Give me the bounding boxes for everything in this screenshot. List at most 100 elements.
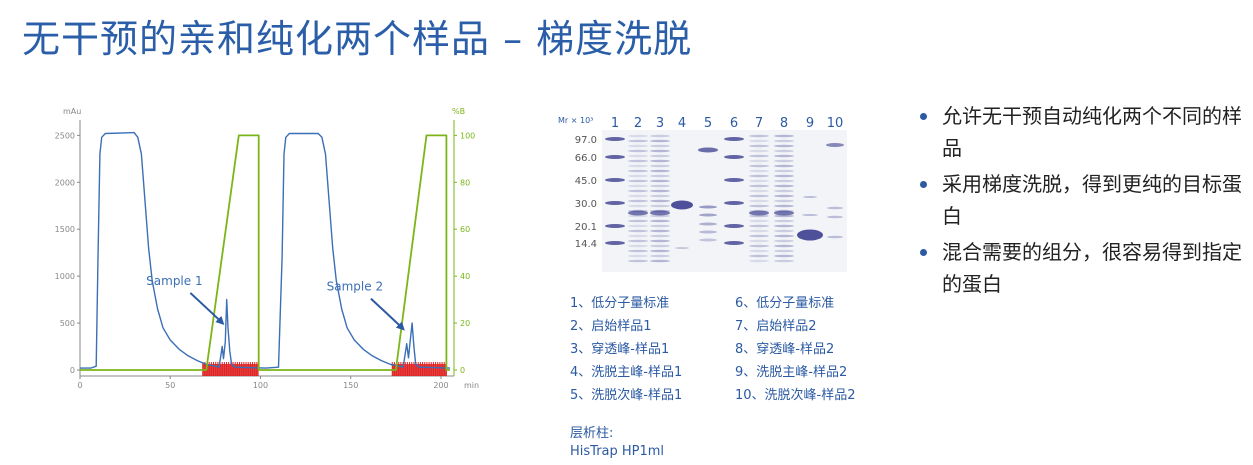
gel-lane-label: 9	[806, 116, 814, 131]
bullet-dot-icon	[920, 249, 927, 256]
gel-band	[628, 210, 648, 216]
gel-band	[650, 179, 670, 183]
gel-band	[605, 155, 625, 159]
gel-lane-label: 1	[611, 116, 619, 131]
gel-band	[671, 200, 693, 210]
gel-band	[628, 154, 648, 158]
gel-marker-label: 45.0	[575, 176, 597, 187]
gel-band	[774, 234, 794, 238]
x-tick-label: 100	[253, 381, 268, 390]
bullet-item: 允许无干预自动纯化两个不同的样品	[918, 100, 1248, 164]
gel-band	[774, 194, 794, 198]
gel-band	[774, 154, 794, 158]
gel-marker-label: 20.1	[575, 222, 597, 233]
gel-band	[749, 259, 769, 263]
gel-band	[827, 215, 843, 219]
gel-band	[650, 254, 670, 258]
y-left-tick-label: 500	[60, 319, 75, 328]
gel-band	[650, 144, 670, 148]
gel-band	[699, 205, 717, 209]
y-right-tick-label: 80	[460, 178, 470, 187]
y-left-tick-label: 2500	[55, 131, 75, 140]
gel-background	[602, 130, 847, 272]
gel-band	[650, 249, 670, 253]
gel-band	[628, 134, 648, 138]
gel-band	[699, 222, 717, 226]
gel-band	[749, 219, 769, 223]
gel-band	[628, 144, 648, 148]
gel-band	[749, 244, 769, 248]
gel-band	[628, 169, 648, 173]
chromatogram-chart: mAu %Bmin05001000150020002500020406080100…	[55, 107, 479, 390]
gel-lane-label: 2	[634, 116, 642, 131]
gel-band	[628, 174, 648, 178]
gel-band	[675, 247, 689, 249]
y-left-tick-label: 0	[70, 366, 75, 375]
gel-band	[724, 178, 744, 182]
legend-item: 8、穿透峰-样品2	[735, 342, 835, 357]
gradient-line	[80, 134, 450, 371]
gel-band	[628, 239, 648, 243]
gel-band	[724, 241, 744, 245]
bullet-text: 允许无干预自动纯化两个不同的样品	[942, 104, 1242, 160]
gel-band	[774, 259, 794, 263]
gel-band	[774, 214, 794, 218]
gel-band	[650, 244, 670, 248]
gel-band	[826, 143, 844, 147]
gel-lane-label: 5	[704, 116, 712, 131]
gel-band	[749, 189, 769, 193]
legend-item: 2、启始样品1	[570, 319, 652, 334]
gel-band	[628, 224, 648, 228]
gel-band	[699, 213, 717, 217]
gel-band	[650, 194, 670, 198]
gel-band	[628, 204, 648, 208]
gel-band	[774, 224, 794, 228]
x-tick-label: 150	[343, 381, 358, 390]
gel-band	[749, 144, 769, 148]
annotation-arrowhead	[395, 321, 405, 331]
gel-band	[774, 229, 794, 233]
gel-band	[650, 169, 670, 173]
gel-band	[650, 159, 670, 163]
gel-band	[774, 174, 794, 178]
gel-band	[774, 199, 794, 203]
gel-band	[650, 234, 670, 238]
gel-band	[774, 189, 794, 193]
annotation-arrow	[370, 297, 402, 328]
gel-band	[699, 230, 717, 234]
gel-band	[724, 224, 744, 228]
gel-band	[724, 201, 744, 205]
gel-band	[774, 149, 794, 153]
gel-band	[605, 241, 625, 245]
gel-band	[628, 229, 648, 233]
bullet-dot-icon	[920, 181, 927, 188]
gel-band	[749, 164, 769, 168]
x-tick-label: 50	[165, 381, 175, 390]
gel-band	[650, 259, 670, 263]
gel-band	[774, 139, 794, 143]
gel-band	[774, 210, 794, 216]
sample-annotation: Sample 1	[146, 274, 202, 288]
gel-marker-label: 30.0	[575, 199, 597, 210]
gel-band	[628, 254, 648, 258]
gel-band	[650, 214, 670, 218]
gel-band	[749, 234, 769, 238]
gel-band	[650, 219, 670, 223]
bullet-text: 采用梯度洗脱，得到更纯的目标蛋白	[942, 172, 1242, 228]
right-axis-label: %B	[452, 107, 465, 116]
legend-item: 7、启始样品2	[735, 319, 817, 334]
gel-lane-label: 6	[730, 116, 738, 131]
gel-band	[628, 139, 648, 143]
y-left-tick-label: 1000	[55, 272, 75, 281]
gel-marker-label: 14.4	[575, 239, 597, 250]
gel-lane-label: 8	[780, 116, 788, 131]
gel-band	[749, 239, 769, 243]
gel-band	[774, 179, 794, 183]
gel-band	[803, 196, 817, 198]
left-axis-label: mAu	[63, 107, 81, 116]
gel-band	[650, 239, 670, 243]
gel-band	[628, 259, 648, 263]
gel-band	[650, 189, 670, 193]
gel-band	[749, 169, 769, 173]
bullet-dot-icon	[920, 113, 927, 120]
